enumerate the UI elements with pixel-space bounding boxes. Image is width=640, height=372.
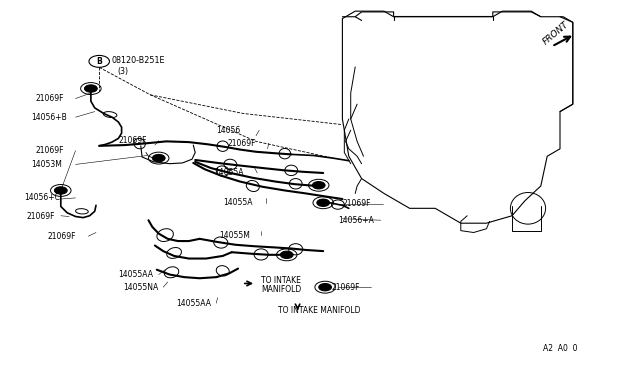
- Text: 14055AA: 14055AA: [118, 270, 154, 279]
- Circle shape: [319, 283, 332, 291]
- Text: 21069F: 21069F: [332, 283, 360, 292]
- Text: 21069F: 21069F: [118, 136, 147, 145]
- Text: TO INTAKE: TO INTAKE: [261, 276, 301, 285]
- Text: (3): (3): [117, 67, 128, 76]
- Circle shape: [84, 85, 97, 92]
- Circle shape: [280, 251, 293, 259]
- Text: 14055A: 14055A: [223, 198, 252, 207]
- Text: TO INTAKE MANIFOLD: TO INTAKE MANIFOLD: [278, 306, 361, 315]
- Text: 21069F: 21069F: [48, 232, 77, 241]
- Text: 14055M: 14055M: [219, 231, 250, 240]
- Text: FRONT: FRONT: [541, 20, 570, 46]
- Text: B: B: [97, 57, 102, 66]
- Text: 21069F: 21069F: [227, 139, 256, 148]
- Circle shape: [54, 187, 67, 194]
- Circle shape: [317, 199, 330, 206]
- Circle shape: [152, 154, 165, 162]
- Text: 14053M: 14053M: [31, 160, 61, 169]
- Text: 21069F: 21069F: [342, 199, 371, 208]
- Text: 21069F: 21069F: [27, 212, 56, 221]
- Text: 14056+B: 14056+B: [31, 113, 67, 122]
- Text: A2  A0  0: A2 A0 0: [543, 344, 577, 353]
- Text: 14056+C: 14056+C: [24, 193, 60, 202]
- Text: 14056: 14056: [216, 126, 241, 135]
- Text: 14055NA: 14055NA: [123, 283, 158, 292]
- Text: 14055A: 14055A: [214, 169, 244, 177]
- Text: 14055AA: 14055AA: [176, 299, 211, 308]
- Circle shape: [312, 182, 325, 189]
- Text: 08120-B251E: 08120-B251E: [112, 56, 166, 65]
- Text: 21069F: 21069F: [35, 146, 64, 155]
- Text: MANIFOLD: MANIFOLD: [261, 285, 301, 294]
- Text: 21069F: 21069F: [35, 94, 64, 103]
- Text: 14056+A: 14056+A: [338, 216, 374, 225]
